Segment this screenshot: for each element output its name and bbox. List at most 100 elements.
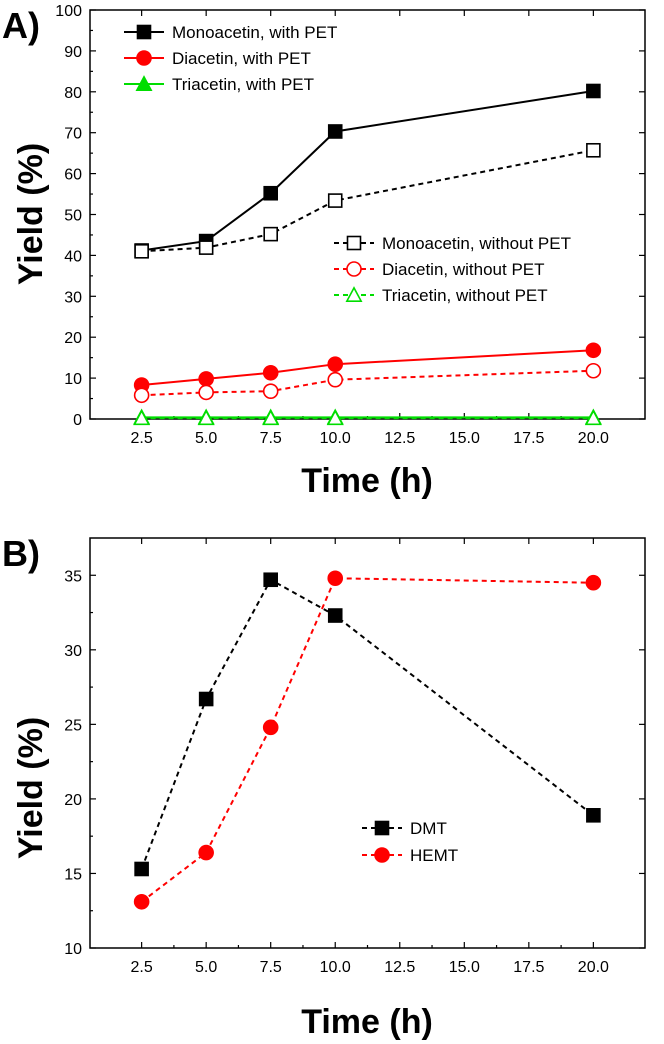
panel-b-y-tick-label: 30 [64, 643, 82, 660]
data-point-diacetin-without-pet [262, 383, 279, 399]
data-point-monoacetin-without-pet [134, 244, 149, 259]
panel-a-y-tick-label: 50 [64, 208, 82, 225]
panel-b-x-tick-label: 5.0 [195, 959, 217, 976]
data-point-monoacetin-with-pet [327, 124, 343, 139]
legend-marker-monoacetin-without-pet [346, 235, 362, 251]
panel-b-x-tick-label: 20.0 [578, 959, 609, 976]
panel-a-x-tick-label: 12.5 [384, 430, 415, 447]
data-point-hemt [262, 719, 279, 736]
data-point-hemt [585, 574, 602, 591]
series-line-dmt [140, 578, 594, 870]
legend-label-hemt: HEMT [410, 846, 458, 865]
data-point-diacetin-with-pet [198, 371, 214, 387]
data-point-diacetin-without-pet [327, 371, 344, 388]
data-point-triacetin-without-pet [326, 409, 344, 426]
series-line-hemt [141, 577, 594, 903]
panel-a: A) Yield (%) Time (h) 2.5 5.0 7.5 10.0 12.5 1… [2, 3, 646, 500]
data-point-diacetin-without-pet [133, 387, 150, 404]
panel-a-x-tick-label: 2.5 [131, 430, 153, 447]
data-point-monoacetin-with-pet [586, 83, 601, 99]
panel-b-y-tick-label: 20 [64, 792, 82, 809]
data-point-diacetin-with-pet [585, 342, 602, 359]
data-point-hemt [327, 570, 344, 587]
data-point-dmt [134, 861, 149, 877]
panel-b-x-tick-label: 12.5 [384, 959, 415, 976]
panel-a-frame [89, 9, 646, 420]
panel-a-label: A) [2, 5, 40, 46]
panel-a-y-tick-label: 60 [64, 167, 82, 184]
panel-b-x-tick-label: 17.5 [513, 959, 544, 976]
panel-a-x-tick-label: 15.0 [449, 430, 480, 447]
panel-a-x-tick-label: 7.5 [260, 430, 282, 447]
panel-a-y-tick-label: 40 [64, 248, 82, 265]
legend-marker-diacetin-with-pet [136, 50, 152, 66]
panel-b-axes: 2.5 5.0 7.5 10.0 12.5 15.0 17.5 20.0 10 15 20 25 30 3… [64, 537, 646, 976]
legend-label-diacetin-without-pet: Diacetin, without PET [382, 260, 545, 279]
panel-a-x-tick-label: 20.0 [578, 430, 609, 447]
panel-b-x-tick-label: 2.5 [131, 959, 153, 976]
data-point-hemt [133, 893, 150, 910]
panel-a-x-tick-label: 17.5 [513, 430, 544, 447]
data-point-hemt [198, 844, 214, 861]
legend-marker-triacetin-with-pet [135, 75, 153, 91]
legend-label-monoacetin-without-pet: Monoacetin, without PET [382, 234, 571, 253]
legend-label-triacetin-without-pet: Triacetin, without PET [382, 286, 548, 305]
legend-label-monoacetin-with-pet: Monoacetin, with PET [172, 23, 337, 42]
data-point-triacetin-without-pet [584, 409, 602, 426]
panel-a-x-tick-label: 10.0 [320, 430, 351, 447]
data-point-dmt [198, 691, 214, 707]
legend-marker-triacetin-without-pet [345, 286, 363, 302]
data-point-dmt [327, 608, 343, 623]
panel-b-y-axis-title: Yield (%) [12, 717, 50, 859]
data-point-dmt [586, 808, 601, 823]
panel-b-x-tick-label: 7.5 [260, 959, 282, 976]
panel-a-legend: Monoacetin, with PET Diacetin, with PET Tr… [124, 23, 571, 305]
data-point-monoacetin-without-pet [263, 226, 278, 242]
panel-a-x-axis-title: Time (h) [301, 462, 433, 500]
legend-marker-diacetin-without-pet [346, 261, 362, 277]
legend-label-dmt: DMT [410, 819, 447, 838]
panel-b-y-tick-label: 35 [64, 568, 82, 585]
data-point-triacetin-without-pet [133, 409, 151, 426]
panel-a-y-tick-label: 30 [64, 289, 82, 306]
data-point-triacetin-without-pet [262, 409, 280, 426]
legend-marker-hemt [374, 847, 390, 863]
panel-b-y-tick-label: 15 [64, 866, 82, 883]
panel-b-x-tick-label: 10.0 [320, 959, 351, 976]
data-point-triacetin-without-pet [197, 409, 215, 426]
data-point-monoacetin-without-pet [327, 193, 343, 208]
panel-a-y-tick-label: 90 [64, 44, 82, 61]
panel-b-y-tick-label: 10 [64, 941, 82, 958]
panel-b-x-tick-label: 15.0 [449, 959, 480, 976]
legend-label-triacetin-with-pet: Triacetin, with PET [172, 75, 314, 94]
panel-a-y-tick-label: 80 [64, 85, 82, 102]
panel-a-y-tick-label: 10 [64, 371, 82, 388]
panel-b-frame [89, 537, 646, 949]
panel-b: B) Yield (%) Time (h) 2.5 5.0 7.5 10.0 12.5 1… [2, 533, 646, 1041]
panel-a-y-tick-label: 20 [64, 330, 82, 347]
data-point-diacetin-without-pet [198, 384, 214, 401]
panel-b-y-tick-label: 25 [64, 717, 82, 734]
legend-label-diacetin-with-pet: Diacetin, with PET [172, 49, 311, 68]
panel-a-y-axis-title: Yield (%) [12, 143, 50, 285]
panel-b-x-axis-title: Time (h) [301, 1003, 433, 1041]
data-point-diacetin-with-pet [262, 364, 279, 381]
panel-a-y-tick-label: 0 [73, 412, 82, 429]
data-point-dmt [263, 572, 278, 588]
panel-a-plot-area [133, 83, 602, 426]
data-point-monoacetin-without-pet [198, 240, 214, 255]
data-point-diacetin-with-pet [327, 356, 344, 372]
data-point-monoacetin-with-pet [263, 185, 278, 201]
panel-a-y-tick-label: 70 [64, 126, 82, 143]
panel-b-legend: DMT HEMT [362, 819, 458, 865]
series-line-monoacetin-with-pet [141, 89, 594, 252]
legend-marker-monoacetin-with-pet [136, 24, 152, 40]
panel-b-plot-area [133, 570, 602, 910]
legend-marker-dmt [374, 820, 390, 836]
data-point-diacetin-without-pet [585, 362, 602, 379]
panel-a-x-tick-label: 5.0 [195, 430, 217, 447]
panel-b-label: B) [2, 533, 40, 574]
panel-a-y-tick-label: 100 [55, 3, 82, 20]
data-point-monoacetin-without-pet [586, 142, 601, 158]
